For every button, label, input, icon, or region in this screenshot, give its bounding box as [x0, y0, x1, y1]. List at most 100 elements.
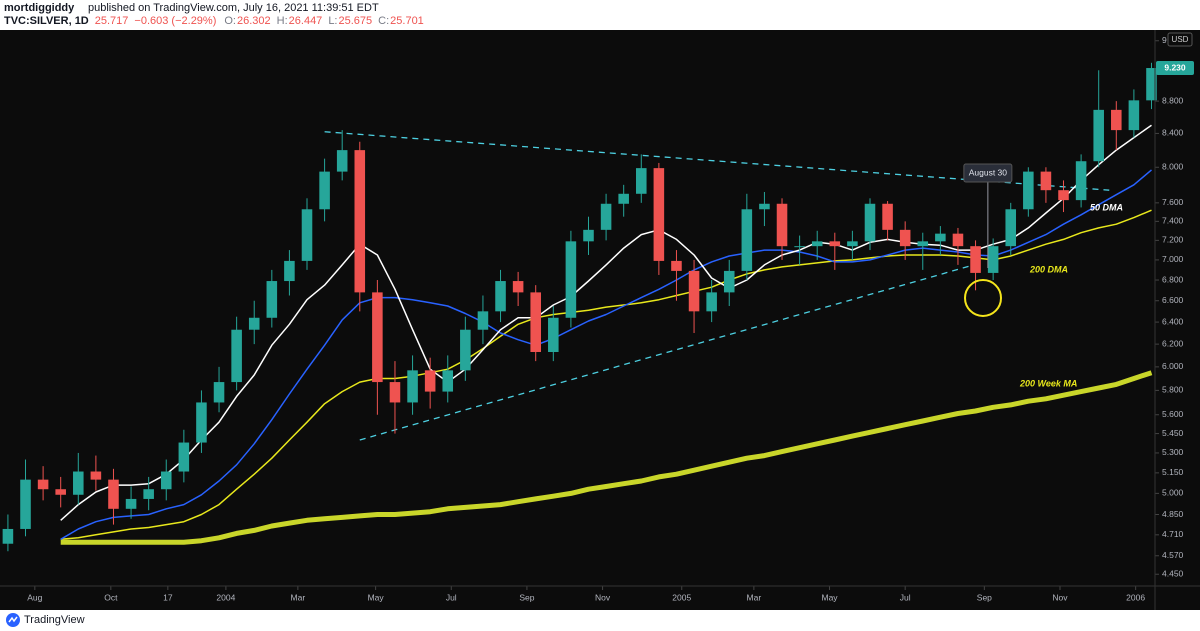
- published: published on TradingView.com, July 16, 2…: [88, 2, 379, 14]
- x-tick-label: Sep: [977, 592, 992, 602]
- candle-body: [548, 317, 559, 352]
- header-field: 25.701: [390, 15, 424, 27]
- candle-body: [600, 203, 612, 230]
- candle-body: [829, 241, 841, 247]
- x-tick-label: May: [368, 592, 385, 602]
- y-tick-label: 7.600: [1162, 197, 1184, 207]
- candle-body: [1111, 109, 1122, 131]
- candle-body: [73, 471, 84, 495]
- candle-body: [864, 203, 876, 242]
- candle-body: [847, 241, 858, 247]
- candle-body: [125, 498, 137, 509]
- y-tick-label: 5.600: [1162, 409, 1184, 419]
- x-tick-label: Jul: [900, 592, 911, 602]
- y-tick-label: 5.000: [1162, 488, 1184, 498]
- candle-body: [213, 382, 225, 403]
- currency-badge: [1167, 32, 1193, 47]
- candle-body: [1146, 68, 1157, 101]
- ma-line: [60, 169, 1152, 540]
- header-bar: [0, 0, 1200, 30]
- callout-box: [963, 163, 1013, 183]
- candle-body: [530, 292, 541, 352]
- candle-body: [160, 471, 172, 490]
- candle-body: [2, 528, 14, 544]
- candle-body: [565, 241, 577, 318]
- y-tick-label: 8.400: [1162, 128, 1184, 138]
- y-tick-label: 4.850: [1162, 509, 1184, 519]
- header-field: L:: [328, 15, 337, 27]
- candle-body: [970, 246, 981, 273]
- candle-body: [1005, 209, 1017, 247]
- candle-body: [1058, 190, 1069, 201]
- candle-body: [1075, 161, 1087, 201]
- y-tick-label: 8.800: [1162, 95, 1184, 105]
- logo: [6, 613, 20, 627]
- candle-body: [389, 382, 401, 403]
- candle-body: [460, 329, 471, 371]
- y-tick-label: 6.400: [1162, 316, 1184, 326]
- candle-body: [987, 246, 999, 273]
- candle-body: [477, 311, 489, 330]
- x-tick-label: 2004: [216, 592, 235, 602]
- callout-text: August 30: [969, 167, 1008, 177]
- candle-body: [407, 370, 418, 403]
- candle-body: [248, 317, 260, 330]
- x-tick-label: 2005: [672, 592, 691, 602]
- series-annotation: 200 DMA: [1029, 264, 1068, 274]
- candle-body: [882, 203, 893, 230]
- header-field: 26.302: [237, 15, 271, 27]
- y-tick-label: 4.710: [1162, 529, 1184, 539]
- candle-body: [424, 370, 436, 392]
- candle-body: [935, 233, 946, 242]
- y-tick-label: 4.570: [1162, 550, 1184, 560]
- logo-glyph: [8, 616, 18, 623]
- x-tick-label: Aug: [27, 592, 42, 602]
- y-tick-label: 7.000: [1162, 254, 1184, 264]
- candle-body: [512, 281, 524, 293]
- candle-body: [354, 150, 366, 293]
- y-tick-label: 5.300: [1162, 447, 1184, 457]
- candle-body: [143, 489, 154, 499]
- y-tick-label: 5.450: [1162, 428, 1184, 438]
- candle-body: [372, 292, 383, 383]
- last-price-tag: [1156, 61, 1194, 76]
- author: mortdiggiddy: [4, 2, 75, 14]
- candle-body: [37, 479, 49, 490]
- ma-line: [60, 209, 1152, 541]
- candle-body: [178, 442, 190, 472]
- y-tick-label: 7.400: [1162, 216, 1184, 226]
- header-field: H:: [277, 15, 288, 27]
- candle-body: [442, 370, 454, 392]
- candle-body: [336, 150, 348, 172]
- series-annotation: 50 DMA: [1090, 202, 1123, 212]
- candle-body: [196, 402, 207, 443]
- candle-body: [706, 292, 717, 312]
- candle-body: [759, 203, 770, 210]
- candle-body: [653, 168, 665, 261]
- y-tick-label: 6.800: [1162, 274, 1184, 284]
- series-annotation: 200 Week MA: [1019, 378, 1077, 388]
- trendline: [359, 264, 974, 441]
- candle-body: [741, 209, 753, 271]
- candle-body: [55, 489, 66, 495]
- currency: USD: [1172, 35, 1189, 44]
- footer-bar: [0, 610, 1200, 631]
- header-field: 25.675: [339, 15, 373, 27]
- candle-body: [231, 329, 242, 383]
- y-tick-label: 6.200: [1162, 338, 1184, 348]
- x-tick-label: Nov: [595, 592, 611, 602]
- highlight-circle: [964, 279, 1002, 317]
- candle-body: [108, 479, 119, 509]
- x-tick-label: Mar: [747, 592, 762, 602]
- candle-body: [776, 203, 788, 247]
- chart-area: [0, 30, 1200, 610]
- x-tick-label: May: [821, 592, 838, 602]
- candle-body: [917, 241, 929, 247]
- candle-body: [583, 229, 594, 242]
- candle-body: [319, 171, 330, 210]
- candle-body: [1023, 171, 1034, 210]
- y-tick-label: 5.150: [1162, 467, 1184, 477]
- candle-body: [495, 281, 506, 312]
- candle-body: [266, 281, 278, 318]
